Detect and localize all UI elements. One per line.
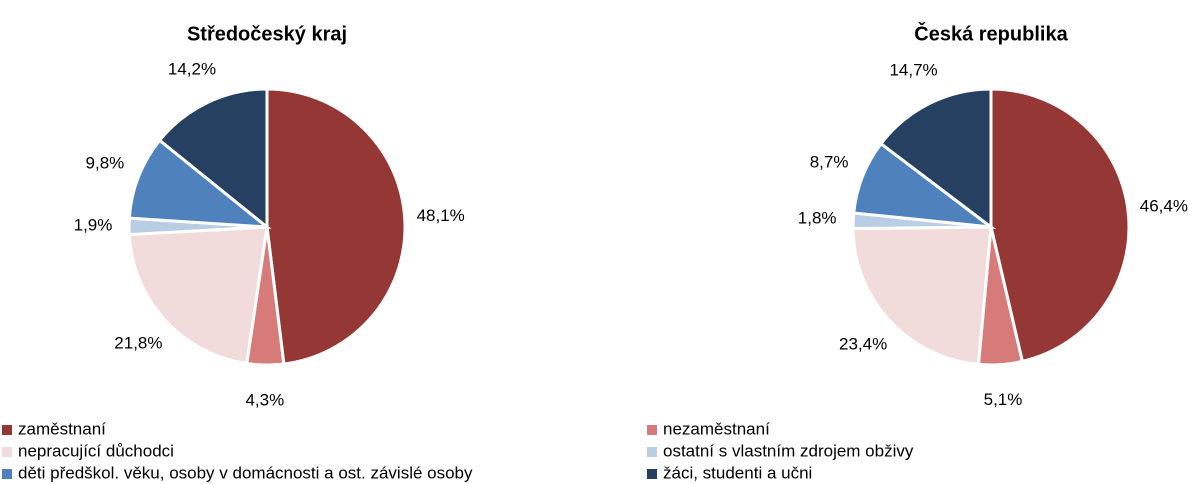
legend-swatch bbox=[647, 425, 657, 435]
legend-swatch bbox=[647, 447, 657, 457]
data-label: 14,2% bbox=[168, 59, 216, 78]
legend-label: nepracující důchodci bbox=[18, 441, 174, 460]
legend-swatch bbox=[647, 469, 657, 479]
chart-title: Středočeský kraj bbox=[187, 23, 347, 45]
data-label: 14,7% bbox=[889, 61, 937, 80]
pie-slice bbox=[989, 87, 1131, 364]
pie-slice bbox=[878, 87, 993, 231]
data-label: 9,8% bbox=[86, 153, 125, 172]
data-label: 21,8% bbox=[114, 334, 162, 353]
pie-slice bbox=[851, 225, 993, 367]
pie-slice bbox=[127, 138, 272, 229]
legend-label: děti předškol. věku, osoby v domácnosti … bbox=[18, 463, 473, 482]
legend-label: zaměstnaní bbox=[18, 419, 106, 438]
legend-label: nezaměstnaní bbox=[663, 419, 770, 438]
data-label: 1,9% bbox=[74, 216, 113, 235]
legend-swatch bbox=[2, 469, 12, 479]
legend-swatch bbox=[2, 447, 12, 457]
data-label: 5,1% bbox=[984, 390, 1023, 409]
legend-swatch bbox=[2, 425, 12, 435]
pie-slice bbox=[157, 87, 269, 231]
legend-label: žáci, studenti a učni bbox=[663, 463, 812, 482]
data-label: 8,7% bbox=[810, 153, 849, 172]
data-label: 23,4% bbox=[839, 335, 887, 354]
data-label: 48,1% bbox=[417, 206, 465, 225]
data-label: 46,4% bbox=[1140, 197, 1188, 216]
chart-title: Česká republika bbox=[914, 21, 1068, 45]
data-label: 1,8% bbox=[798, 209, 837, 228]
pie-slice bbox=[265, 87, 407, 366]
data-label: 4,3% bbox=[245, 390, 284, 409]
pie-slice bbox=[127, 225, 269, 366]
legend-label: ostatní s vlastním zdrojem obživy bbox=[663, 441, 914, 460]
